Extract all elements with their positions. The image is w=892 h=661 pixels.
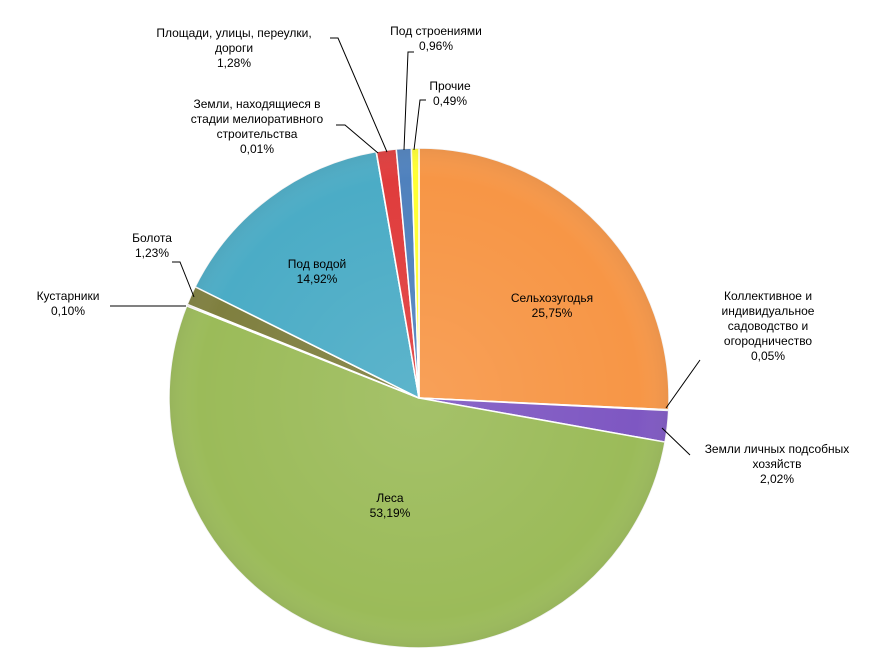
- leader-line-buildings: [403, 51, 414, 151]
- pie-slice-ag: [418, 147, 670, 411]
- slice-labels: Сельхозугодья 25,75% Коллективное и индивид…: [37, 24, 850, 520]
- slice-name-garden: индивидуальное: [722, 304, 815, 318]
- slice-name-swamps: Болота: [132, 231, 172, 245]
- leader-line-private: [661, 427, 691, 456]
- leader-line-melior: [336, 124, 379, 154]
- slice-name-garden: Коллективное и: [724, 289, 812, 303]
- slice-name-forest: Леса: [376, 491, 404, 505]
- slice-label-other: Прочие 0,49%: [429, 79, 471, 108]
- slice-label-buildings: Под строениями 0,96%: [390, 24, 482, 53]
- slice-label-garden: Коллективное и индивидуальное садоводство …: [722, 289, 815, 363]
- slice-name-buildings: Под строениями: [390, 24, 482, 38]
- leader-lines: [110, 37, 701, 456]
- slice-name-melior: строительства: [217, 127, 298, 141]
- slice-name-shrubs: Кустарники: [37, 289, 100, 303]
- slice-value-private: 2,02%: [760, 472, 794, 486]
- slice-value-swamps: 1,23%: [135, 246, 169, 260]
- leader-line-garden: [665, 359, 701, 409]
- slice-value-other: 0,49%: [433, 94, 467, 108]
- leader-line-roads: [330, 37, 388, 153]
- slice-name-garden: огородничество: [724, 334, 813, 348]
- slice-name-water: Под водой: [288, 257, 346, 271]
- slice-label-water: Под водой 14,92%: [288, 257, 346, 286]
- slice-label-shrubs: Кустарники 0,10%: [37, 289, 100, 318]
- slice-value-roads: 1,28%: [217, 56, 251, 70]
- slice-name-roads: Площади, улицы, переулки,: [156, 26, 311, 40]
- slice-value-buildings: 0,96%: [419, 39, 453, 53]
- slice-label-forest: Леса 53,19%: [370, 491, 411, 520]
- slice-name-ag: Сельхозугодья: [511, 291, 593, 305]
- slice-name-melior: стадии мелиоративного: [191, 112, 324, 126]
- slice-value-ag: 25,75%: [532, 306, 573, 320]
- slice-label-roads: Площади, улицы, переулки, дороги 1,28%: [156, 26, 311, 70]
- slice-name-other: Прочие: [429, 79, 471, 93]
- slice-label-ag: Сельхозугодья 25,75%: [511, 291, 593, 320]
- slice-label-swamps: Болота 1,23%: [132, 231, 172, 260]
- slice-name-private: хозяйств: [753, 457, 802, 471]
- slice-name-roads: дороги: [215, 41, 253, 55]
- slice-name-private: Земли личных подсобных: [705, 442, 850, 456]
- slice-value-shrubs: 0,10%: [51, 304, 85, 318]
- slice-value-forest: 53,19%: [370, 506, 411, 520]
- leader-line-swamps: [172, 261, 195, 298]
- slice-label-melior: Земли, находящиеся в стадии мелиоративног…: [191, 97, 324, 156]
- slice-name-garden: садоводство и: [728, 319, 808, 333]
- slice-value-garden: 0,05%: [751, 349, 785, 363]
- slice-value-water: 14,92%: [297, 272, 338, 286]
- slice-value-melior: 0,01%: [240, 142, 274, 156]
- pie-slices: [168, 147, 670, 649]
- slice-name-melior: Земли, находящиеся в: [193, 97, 320, 111]
- slice-label-private: Земли личных подсобных хозяйств 2,02%: [705, 442, 850, 486]
- leader-line-other: [413, 99, 426, 151]
